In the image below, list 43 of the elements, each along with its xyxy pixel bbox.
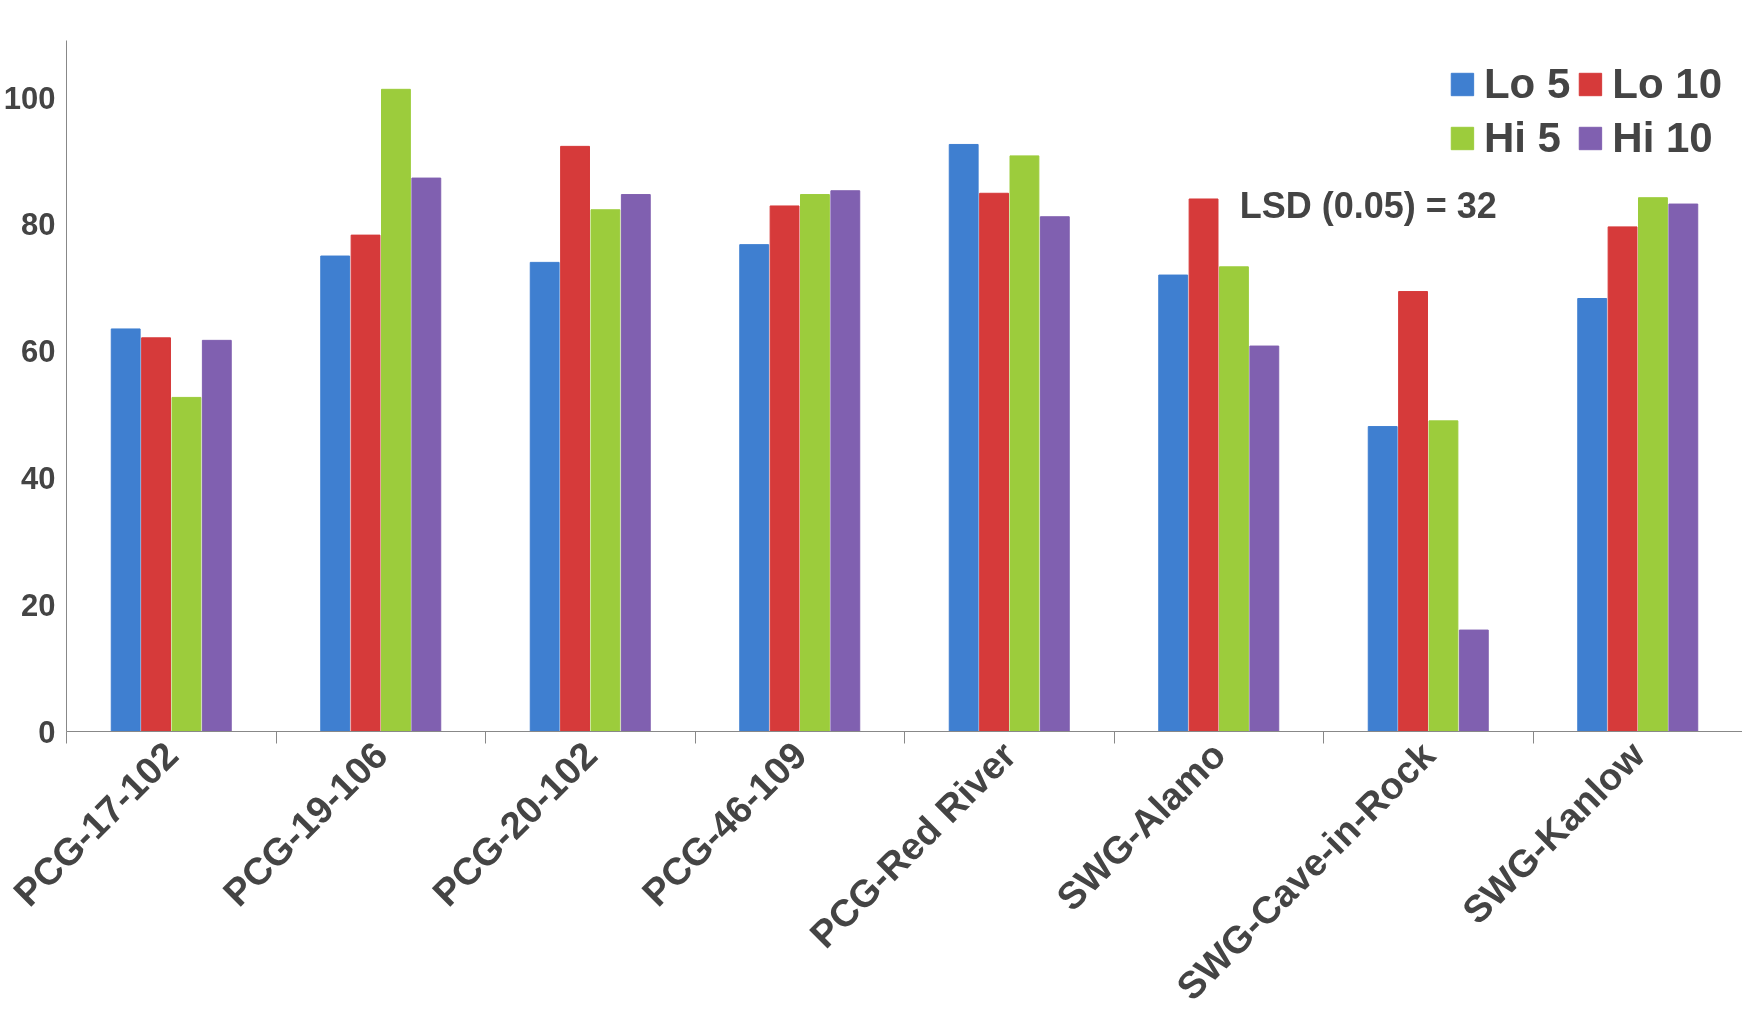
bar	[1367, 426, 1398, 732]
legend-label: Lo 10	[1612, 60, 1722, 108]
bar	[110, 328, 141, 732]
bar	[1577, 298, 1608, 732]
bar	[320, 255, 351, 732]
legend-label: Lo 5	[1483, 60, 1571, 108]
bar	[350, 234, 381, 732]
y-tick-label: 60	[21, 334, 56, 370]
bar	[560, 145, 590, 732]
y-tick-label: 40	[21, 460, 56, 496]
bar	[948, 143, 979, 732]
bar	[590, 209, 621, 732]
bar	[769, 205, 800, 732]
bar	[1158, 274, 1189, 732]
y-tick-label: 80	[21, 207, 56, 243]
annotation: LSD (0.05) = 32	[1239, 184, 1497, 226]
bar	[1428, 420, 1459, 732]
bar	[529, 261, 560, 732]
bar	[830, 190, 861, 732]
bar	[1638, 197, 1668, 732]
bar	[411, 177, 442, 732]
y-tick-label: 0	[38, 714, 56, 750]
bar	[1668, 203, 1699, 732]
legend-label: Hi 10	[1612, 114, 1713, 162]
bar	[739, 244, 770, 732]
bar	[171, 396, 202, 732]
legend-label: Hi 5	[1483, 114, 1561, 162]
bar	[1458, 629, 1489, 732]
bar	[1607, 226, 1638, 732]
bar	[1249, 345, 1280, 732]
bar	[1398, 291, 1428, 732]
bar	[201, 339, 232, 732]
y-tick-label: 100	[3, 80, 56, 116]
bar	[141, 337, 171, 732]
bar	[1009, 155, 1040, 732]
bar	[620, 194, 651, 732]
bar	[979, 192, 1009, 732]
bar	[381, 88, 411, 732]
bar	[1188, 198, 1219, 732]
bar	[800, 194, 830, 732]
bar	[1039, 216, 1070, 732]
bar	[1219, 266, 1249, 732]
y-tick-label: 20	[21, 587, 56, 623]
